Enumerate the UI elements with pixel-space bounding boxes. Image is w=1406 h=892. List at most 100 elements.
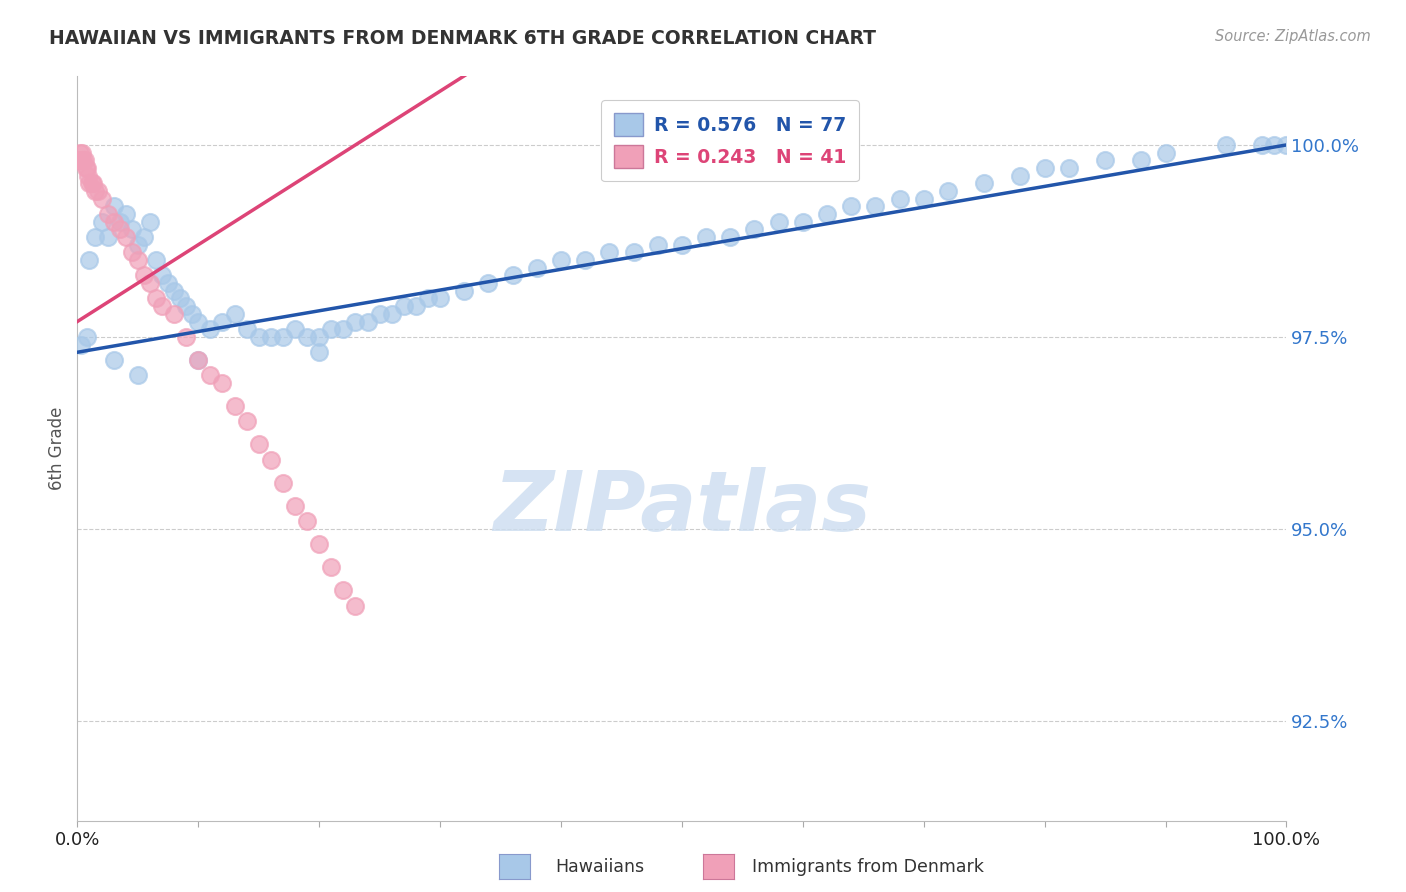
Point (1154, 145, 1177, 160)
Point (815, 207, 838, 221)
Point (1094, 153, 1116, 168)
Point (308, 330, 330, 344)
Point (247, 330, 270, 344)
Point (127, 253, 149, 268)
Point (574, 253, 596, 268)
Point (392, 299, 415, 313)
Point (69, 145, 91, 160)
Point (181, 307, 204, 321)
Point (75, 161, 97, 175)
Point (132, 230, 155, 244)
Point (598, 245, 620, 260)
Point (70, 337, 93, 351)
Point (260, 452, 283, 467)
Point (695, 230, 717, 244)
Legend: R = 0.576   N = 77, R = 0.243   N = 41: R = 0.576 N = 77, R = 0.243 N = 41 (602, 100, 859, 181)
Point (1057, 161, 1080, 175)
Point (121, 222, 143, 236)
Point (647, 237, 669, 252)
Point (284, 499, 307, 513)
Point (936, 184, 959, 198)
Point (72, 153, 94, 168)
Point (308, 345, 330, 359)
Point (356, 314, 378, 328)
Point (235, 322, 257, 336)
Point (163, 307, 186, 321)
Point (150, 299, 173, 313)
Point (127, 237, 149, 252)
Point (145, 253, 167, 268)
Point (526, 260, 548, 275)
Point (889, 192, 911, 206)
Point (200, 368, 222, 383)
Point (224, 399, 246, 413)
Point (429, 292, 451, 306)
Point (405, 299, 427, 313)
Point (321, 560, 343, 574)
Point (1251, 137, 1274, 152)
Point (839, 199, 862, 213)
Point (1215, 137, 1237, 152)
Point (187, 353, 209, 368)
Point (502, 268, 524, 283)
Point (344, 314, 367, 328)
Text: Source: ZipAtlas.com: Source: ZipAtlas.com (1215, 29, 1371, 44)
Point (321, 322, 343, 336)
Point (295, 330, 318, 344)
Point (295, 514, 318, 528)
Text: Hawaiians: Hawaiians (555, 858, 644, 876)
Point (80, 177, 103, 191)
Point (623, 245, 645, 260)
Point (77, 169, 100, 183)
Point (718, 230, 741, 244)
Point (132, 268, 155, 283)
Point (169, 292, 191, 306)
Point (671, 237, 693, 252)
Point (84, 184, 107, 198)
Point (90, 215, 112, 229)
Point (550, 253, 572, 268)
Point (139, 215, 162, 229)
Point (108, 215, 131, 229)
Point (332, 322, 354, 336)
Point (744, 222, 766, 236)
Point (284, 322, 307, 336)
Point (145, 292, 167, 306)
Text: Immigrants from Denmark: Immigrants from Denmark (752, 858, 984, 876)
Point (1010, 169, 1032, 183)
Point (70, 145, 93, 160)
Point (108, 222, 131, 236)
Point (344, 599, 367, 613)
Point (1130, 153, 1153, 168)
Point (1033, 161, 1056, 175)
Point (416, 292, 439, 306)
Point (973, 177, 995, 191)
Point (76, 161, 98, 175)
Text: HAWAIIAN VS IMMIGRANTS FROM DENMARK 6TH GRADE CORRELATION CHART: HAWAIIAN VS IMMIGRANTS FROM DENMARK 6TH … (49, 29, 876, 47)
Point (211, 314, 233, 328)
Point (174, 299, 197, 313)
Point (96, 230, 118, 244)
Point (224, 307, 246, 321)
Text: ZIPatlas: ZIPatlas (494, 467, 870, 549)
Point (865, 199, 887, 213)
Point (150, 268, 173, 283)
Point (174, 330, 197, 344)
Point (79, 177, 101, 191)
Point (114, 230, 136, 244)
Point (1263, 137, 1285, 152)
Point (103, 353, 125, 368)
Point (368, 307, 391, 321)
Point (103, 199, 125, 213)
Point (70, 153, 93, 168)
Point (332, 583, 354, 598)
Point (87, 184, 110, 198)
Point (912, 192, 935, 206)
Point (67, 153, 90, 168)
Point (103, 215, 125, 229)
Point (157, 276, 180, 290)
Point (1275, 137, 1298, 152)
Point (211, 376, 233, 390)
Point (127, 368, 149, 383)
Point (73, 153, 96, 168)
